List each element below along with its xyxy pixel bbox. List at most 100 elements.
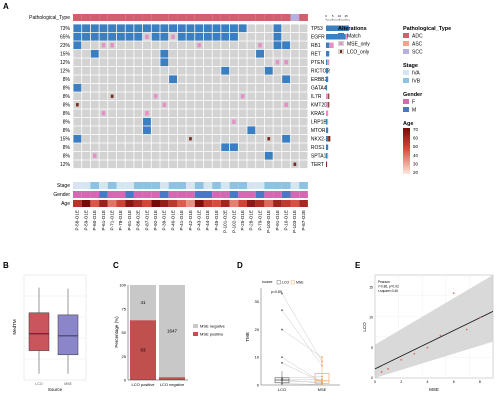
panel-c-legend-pos-swatch bbox=[193, 332, 198, 336]
grid-cell bbox=[125, 109, 134, 118]
age-cell bbox=[90, 200, 100, 207]
age-cell bbox=[133, 200, 143, 207]
legend-stage-title: Stage bbox=[403, 63, 418, 69]
panel-d-ytick: 20 bbox=[255, 327, 260, 332]
cell-match bbox=[221, 32, 230, 41]
pt-cell bbox=[273, 14, 282, 21]
grid-cell bbox=[73, 160, 82, 169]
grid-cell bbox=[151, 126, 160, 135]
grid-cell bbox=[169, 58, 177, 67]
grid-cell bbox=[273, 92, 282, 101]
grid-cell bbox=[151, 151, 160, 160]
grid-cell bbox=[230, 160, 238, 169]
panel-e-confidence-band bbox=[375, 275, 493, 378]
count-axis-label: 10 bbox=[338, 14, 342, 18]
cell-match bbox=[256, 49, 264, 58]
stage-cell bbox=[73, 182, 82, 189]
grid-cell bbox=[134, 49, 143, 58]
panel-c-yticks: 0 25 50 75 100 bbox=[119, 283, 126, 383]
panel-d-legend-lco-swatch bbox=[276, 280, 281, 285]
grid-cell bbox=[134, 126, 143, 135]
legend-ivb-swatch bbox=[403, 78, 409, 83]
grid-cell bbox=[264, 49, 273, 58]
gene-percent: 8% bbox=[63, 103, 71, 109]
gender-cell bbox=[273, 191, 282, 198]
grid-cell bbox=[108, 49, 117, 58]
count-axis: 0 5 10 15 bbox=[325, 14, 350, 21]
cell-match bbox=[221, 24, 230, 33]
grid-cell bbox=[125, 134, 134, 143]
panel-e-fit-line bbox=[374, 310, 494, 370]
grid-cell bbox=[177, 49, 186, 58]
grid-cell bbox=[82, 143, 90, 152]
panel-e-point bbox=[478, 316, 481, 319]
bar-match bbox=[326, 76, 329, 82]
cell-match bbox=[160, 32, 169, 41]
panel-d-pair-line bbox=[281, 293, 323, 362]
grid-cell bbox=[212, 92, 221, 101]
stage-cell bbox=[160, 182, 169, 189]
pt-cell bbox=[247, 14, 256, 21]
grid-cell bbox=[264, 126, 273, 135]
grid-cell bbox=[282, 66, 291, 75]
grid-cell bbox=[108, 117, 117, 126]
grid-cell bbox=[212, 143, 221, 152]
grid-cell bbox=[116, 151, 125, 160]
panel-e-ylabel: LCO bbox=[362, 322, 367, 332]
bar-mse-only bbox=[326, 93, 329, 99]
grid-cell bbox=[264, 160, 273, 169]
grid-cell bbox=[221, 49, 230, 58]
grid-cell bbox=[177, 66, 186, 75]
grid-cell bbox=[230, 49, 238, 58]
grid-cell bbox=[125, 92, 134, 101]
grid-cell bbox=[221, 58, 230, 67]
grid-cell bbox=[230, 126, 238, 135]
grid-cell bbox=[256, 109, 264, 118]
grid-cell bbox=[125, 151, 134, 160]
gene-label: NKX2-1 bbox=[311, 137, 329, 143]
grid-cell bbox=[108, 160, 117, 169]
grid-cell bbox=[195, 92, 204, 101]
grid-cell bbox=[290, 49, 299, 58]
grid-cell bbox=[177, 143, 186, 152]
grid-cell bbox=[134, 58, 143, 67]
grid-cell bbox=[212, 100, 221, 109]
stage-cell bbox=[81, 182, 91, 189]
grid-cell bbox=[203, 134, 212, 143]
grid-cell bbox=[247, 151, 256, 160]
bar-lco-only bbox=[328, 102, 330, 108]
gene-percent: 8% bbox=[63, 154, 71, 160]
gender-cell bbox=[290, 191, 300, 198]
bar-match bbox=[326, 127, 329, 133]
gene-percent: 8% bbox=[63, 145, 71, 151]
grid-cell bbox=[99, 151, 108, 160]
panel-b-box bbox=[28, 312, 50, 351]
grid-cell bbox=[290, 24, 299, 33]
grid-cell bbox=[273, 109, 282, 118]
grid-cell bbox=[134, 83, 143, 92]
gene-percent: 8% bbox=[63, 94, 71, 100]
grid-cell bbox=[82, 126, 90, 135]
gender-cell bbox=[264, 191, 274, 198]
grid-cell bbox=[238, 160, 247, 169]
pt-cell bbox=[168, 14, 178, 21]
stage-cell bbox=[281, 182, 291, 189]
panel-e-regression bbox=[374, 275, 494, 378]
grid-cell bbox=[169, 109, 177, 118]
grid-cell bbox=[203, 151, 212, 160]
grid-cell bbox=[151, 41, 160, 50]
pathological-type-row-label: Pathological_Type bbox=[29, 15, 70, 21]
legend-alterations-title: Alterations bbox=[338, 26, 367, 32]
stage-cell bbox=[273, 182, 282, 189]
panel-e-ytick: 10 bbox=[369, 316, 373, 320]
grid-cell bbox=[299, 32, 308, 41]
pt-cell bbox=[229, 14, 239, 21]
grid-cell bbox=[221, 41, 230, 50]
grid-cell bbox=[238, 58, 247, 67]
sample-label: P-45-O1E bbox=[214, 210, 219, 230]
grid-cell bbox=[143, 66, 151, 75]
grid-cell bbox=[125, 117, 134, 126]
cell-match bbox=[125, 32, 134, 41]
pt-cell bbox=[238, 14, 247, 21]
